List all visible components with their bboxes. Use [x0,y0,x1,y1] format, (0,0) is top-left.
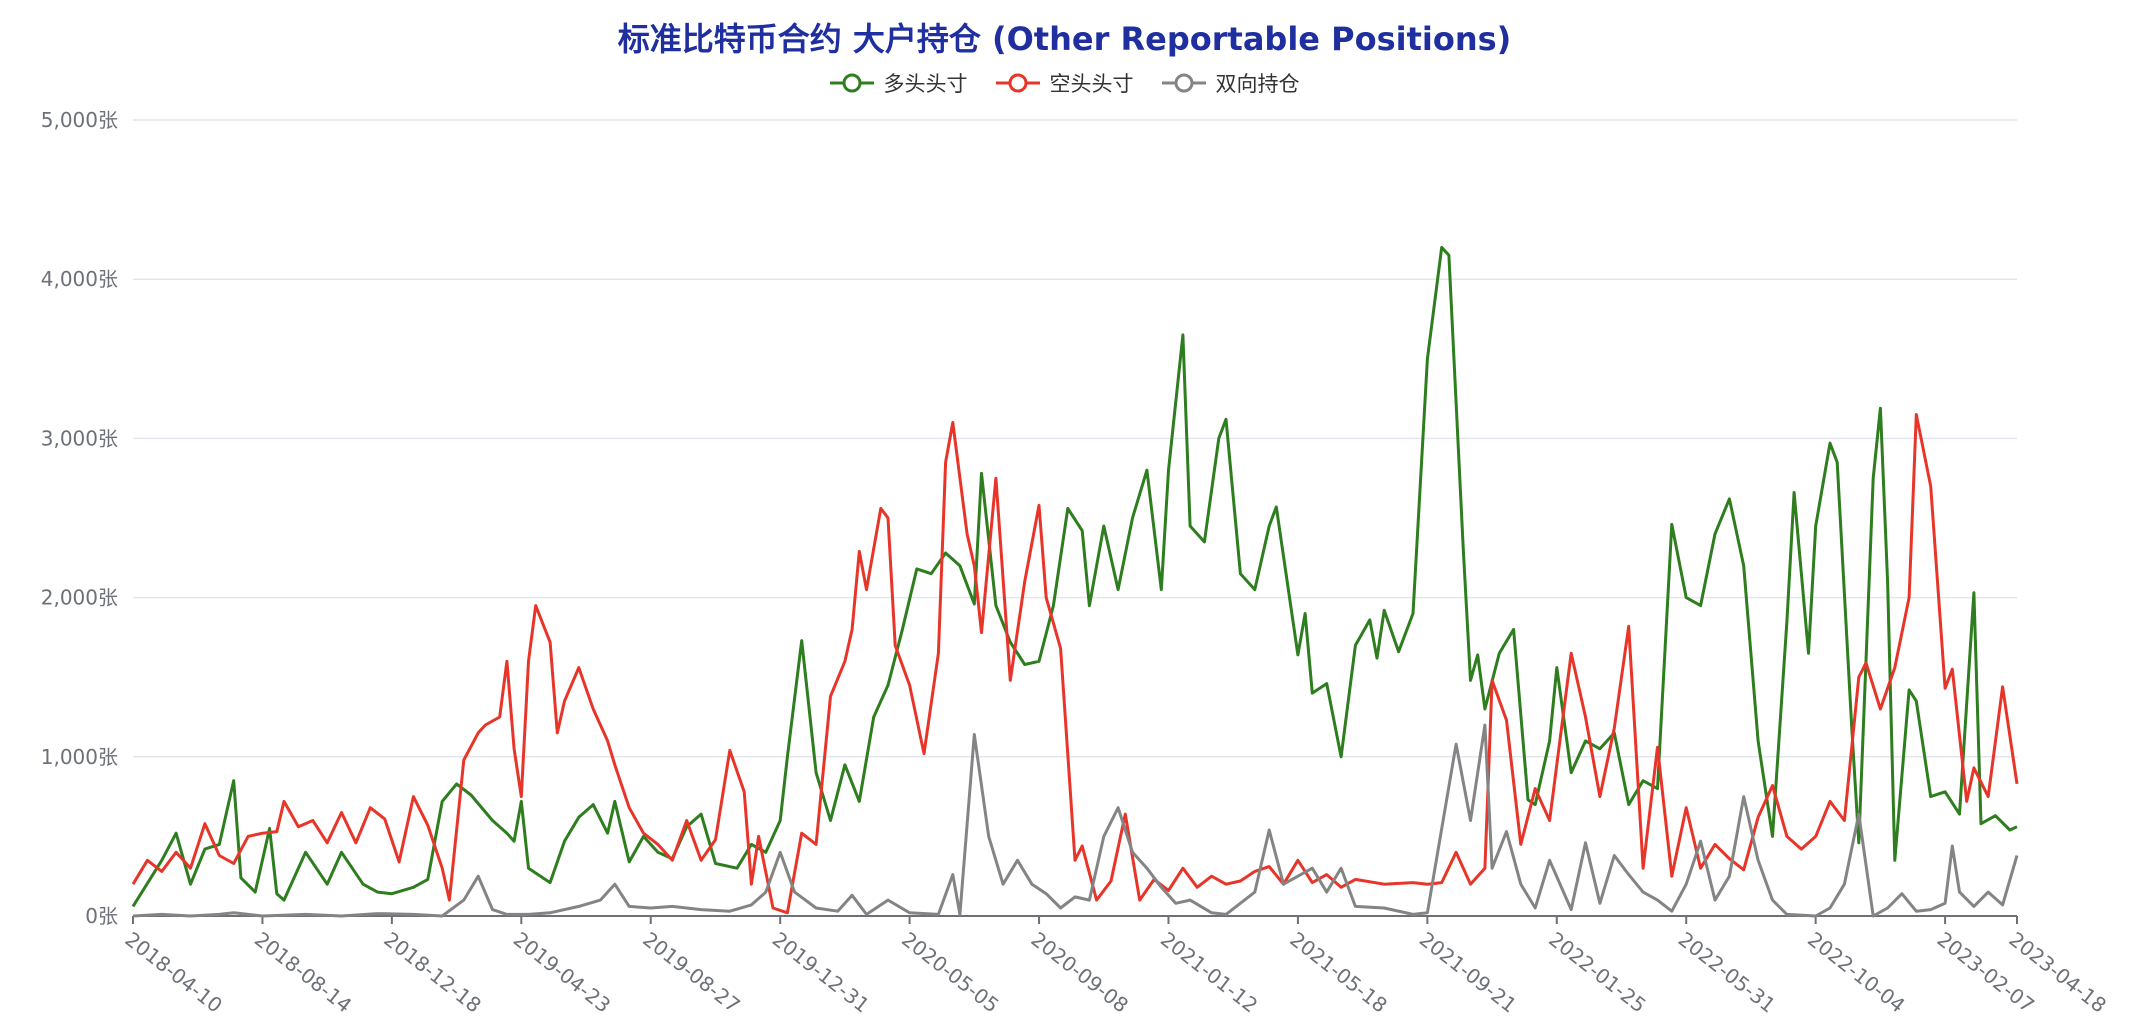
y-tick-label: 2,000张 [41,586,118,610]
x-tick-label: 2020-09-08 [1027,927,1133,1017]
legend-item[interactable]: 多头头寸 [829,68,968,98]
x-tick-label: 2022-01-25 [1544,927,1650,1017]
legend-swatch-icon [995,73,1040,93]
legend-swatch-icon [1161,73,1206,93]
legend-label: 多头头寸 [883,72,968,96]
x-tick-label: 2019-08-27 [638,927,744,1017]
y-tick-label: 3,000张 [41,426,118,450]
y-tick-label: 4,000张 [41,267,118,291]
x-tick-label: 2018-04-10 [121,927,227,1017]
x-tick-label: 2019-12-31 [768,927,874,1017]
y-tick-label: 1,000张 [41,745,118,769]
series-line-双向持仓 [132,723,2019,918]
legend-item[interactable]: 空头头寸 [995,68,1134,98]
x-tick-label: 2020-05-05 [897,927,1003,1017]
legend: 多头头寸 空头头寸 双向持仓 [0,68,2129,98]
x-tick-label: 2022-10-04 [1803,927,1909,1017]
series-line-空头头寸 [131,413,2019,915]
chart-title: 标准比特币合约 大户持仓 (Other Reportable Positions… [617,20,1512,58]
series-line-多头头寸 [131,245,2018,908]
legend-swatch-icon [829,73,874,93]
y-tick-label: 0张 [85,904,118,928]
legend-item[interactable]: 双向持仓 [1161,68,1300,98]
x-tick-label: 2022-05-31 [1674,927,1780,1017]
x-tick-label: 2021-01-12 [1156,927,1262,1017]
x-tick-label: 2021-09-21 [1415,927,1521,1017]
x-tick-label: 2018-12-18 [379,927,485,1017]
x-tick-label: 2019-04-23 [509,927,615,1017]
x-tick-label: 2021-05-18 [1285,927,1391,1017]
legend-label: 双向持仓 [1215,72,1300,96]
y-tick-label: 5,000张 [41,108,118,132]
x-tick-label: 2018-08-14 [250,927,356,1017]
legend-label: 空头头寸 [1049,72,1134,96]
